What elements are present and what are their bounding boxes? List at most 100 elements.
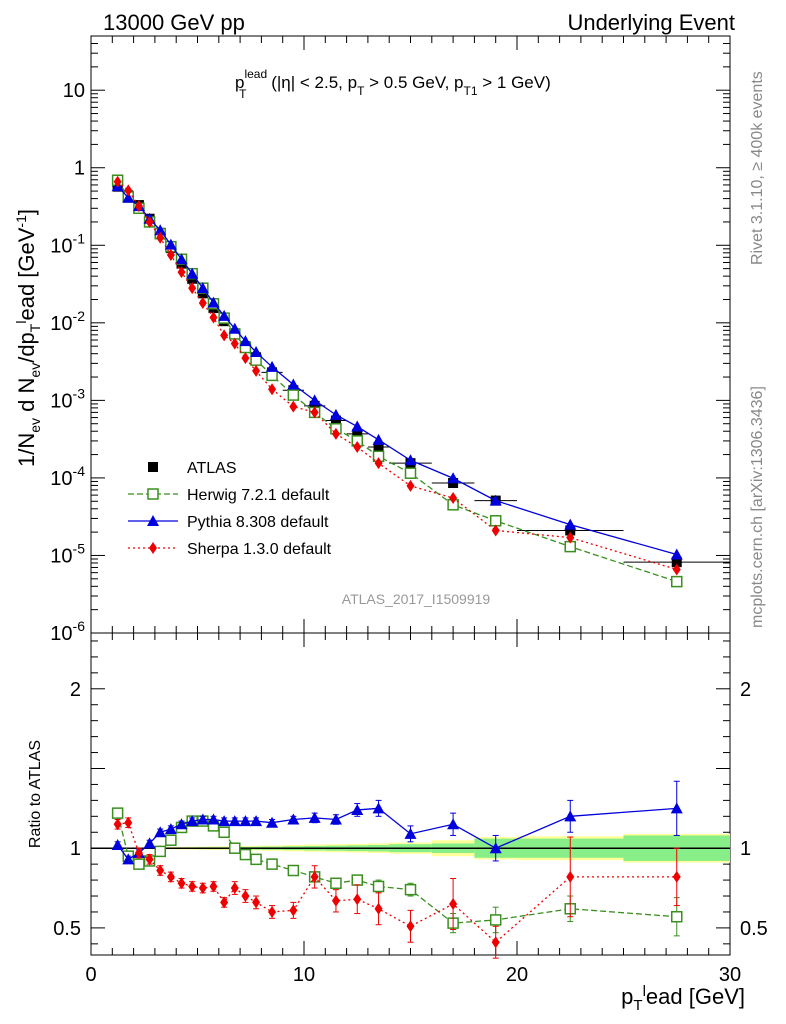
data-point	[198, 297, 207, 310]
ratio-point	[111, 807, 124, 819]
data-point	[241, 352, 250, 365]
header-right: Underlying Event	[567, 10, 735, 35]
legend-marker	[147, 515, 159, 526]
plot-title-sup: lead	[244, 67, 267, 81]
ratio-point	[672, 870, 681, 883]
data-point	[177, 266, 186, 279]
y-tick-label-ratio: 0.5	[53, 918, 81, 940]
data-point	[252, 364, 261, 377]
analysis-id: ATLAS_2017_I1509919	[342, 591, 491, 607]
ratio-point	[266, 858, 278, 870]
ratio-point	[353, 893, 362, 906]
ratio-point	[156, 864, 165, 877]
y-tick-label-ratio-right: 0.5	[740, 918, 768, 940]
data-point	[449, 492, 458, 505]
data-point	[289, 400, 298, 413]
ratio-point	[113, 818, 122, 831]
data-point	[207, 296, 220, 308]
y-tick-label-main: 10-5	[50, 540, 85, 567]
ratio-point	[489, 914, 502, 926]
plot-title-rest3: > 1 GeV)	[478, 73, 551, 92]
ratio-point	[329, 813, 342, 825]
data-point	[124, 184, 133, 197]
data-point	[188, 282, 197, 295]
data-point	[671, 575, 683, 588]
legend-marker	[147, 488, 159, 500]
data-point	[309, 400, 320, 411]
ratio-point	[449, 897, 458, 910]
x-tick-label: 30	[719, 964, 741, 986]
data-point	[250, 346, 263, 358]
ratio-point	[241, 890, 250, 903]
data-point	[220, 329, 229, 342]
ratio-point	[218, 815, 231, 827]
ratio-point	[143, 837, 156, 849]
ratio-point	[154, 826, 167, 838]
rivet-label: Rivet 3.1.10, ≥ 400k events	[749, 71, 766, 265]
data-point	[447, 472, 460, 484]
legend-marker	[148, 462, 158, 472]
plot-title: plead T (|η| < 2.5, pT > 0.5 GeV, pT1 > 1…	[235, 67, 551, 101]
ratio-point	[351, 803, 364, 815]
ratio-point	[670, 802, 683, 814]
ratio-point	[133, 858, 145, 870]
y-axis-label-main: 1/Nev d Nev/dpTlead [GeV-1]	[13, 209, 43, 467]
series-3	[113, 175, 681, 576]
ratio-point	[198, 882, 207, 895]
ratio-series-2	[113, 816, 681, 959]
data-point	[565, 525, 576, 536]
data-point	[134, 200, 143, 213]
ratio-point	[372, 802, 385, 814]
plot-title-rest: (|η| < 2.5, p	[267, 73, 358, 92]
x-tick-label: 20	[506, 964, 528, 986]
data-point	[566, 531, 575, 544]
plot-title-prefix: p	[235, 73, 244, 92]
legend-label: Sherpa 1.3.0 default	[187, 541, 332, 558]
data-point	[671, 557, 682, 568]
ratio-point	[310, 870, 319, 883]
ratio-point	[287, 864, 300, 877]
ratio-point	[228, 815, 241, 827]
data-point	[406, 479, 415, 492]
data-point	[352, 428, 363, 439]
y-tick-label-ratio: 1	[70, 838, 81, 860]
data-point	[113, 175, 122, 188]
data-point	[329, 408, 342, 420]
ratio-point	[196, 813, 209, 825]
ratio-series-1	[111, 780, 683, 865]
legend-label: Pythia 8.308 default	[187, 514, 329, 531]
ratio-series-0	[111, 807, 683, 937]
ratio-point	[188, 880, 197, 893]
data-point	[308, 394, 321, 406]
ratio-point	[166, 870, 175, 883]
data-point	[310, 406, 319, 419]
data-point	[489, 515, 502, 527]
legend-marker	[149, 542, 157, 554]
data-point	[404, 467, 417, 479]
data-point	[287, 389, 300, 401]
data-point	[330, 415, 341, 426]
data-point	[491, 524, 500, 537]
y-axis-label-ratio: Ratio to ATLAS	[27, 740, 44, 848]
legend-label: ATLAS	[187, 460, 237, 477]
ratio-point	[209, 880, 218, 893]
ratio-point	[124, 816, 133, 829]
ratio-point	[229, 842, 241, 854]
data-point	[373, 442, 384, 453]
mcplots-label: mcplots.cern.ch [arXiv:1306.3436]	[749, 386, 766, 628]
plot-title-sub: T	[239, 87, 247, 101]
series-line	[117, 181, 677, 571]
data-point	[372, 433, 385, 445]
data-point	[268, 383, 277, 396]
data-point	[670, 548, 683, 560]
data-point	[564, 518, 577, 530]
ratio-point	[154, 845, 166, 858]
x-tick-label: 0	[85, 964, 96, 986]
data-point	[218, 309, 231, 321]
data-point	[175, 253, 188, 265]
data-point	[266, 360, 279, 372]
data-point	[154, 224, 167, 236]
ratio-point	[671, 910, 683, 923]
ratio-point	[134, 846, 143, 859]
